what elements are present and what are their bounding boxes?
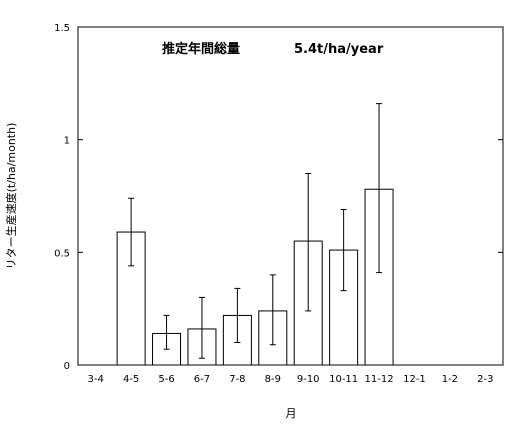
chart-title: 推定年間総量 <box>162 41 240 57</box>
y-tick-label: 1 <box>64 136 70 147</box>
x-tick-label: 2-3 <box>477 374 493 385</box>
x-tick-label: 8-9 <box>265 374 281 385</box>
x-tick-label: 3-4 <box>88 374 104 385</box>
x-tick-label: 7-8 <box>229 374 245 385</box>
y-tick-label: 0.5 <box>54 248 70 259</box>
x-tick-label: 1-2 <box>442 374 458 385</box>
x-tick-label: 9-10 <box>297 374 320 385</box>
y-axis-title: リター生産速度(t/ha/month) <box>4 123 18 270</box>
x-tick-label: 4-5 <box>123 374 139 385</box>
bars <box>81 188 500 366</box>
x-tick-label: 10-11 <box>329 374 358 385</box>
x-tick-label: 12-1 <box>403 374 426 385</box>
x-axis-title: 月 <box>286 407 297 420</box>
x-tick-label: 11-12 <box>365 374 394 385</box>
y-tick-label: 0 <box>64 361 70 372</box>
x-axis: 3-4 4-5 5-6 6-7 7-8 8-9 9-10 10-11 11-12 12-1 1-2 2… <box>88 374 494 385</box>
x-tick-label: 6-7 <box>194 374 210 385</box>
error-bars <box>128 103 383 359</box>
x-tick-label: 5-6 <box>158 374 174 385</box>
y-tick-label: 1.5 <box>54 23 70 34</box>
plot-frame <box>77 26 504 366</box>
chart-subtitle: 5.4t/ha/year <box>294 42 384 57</box>
